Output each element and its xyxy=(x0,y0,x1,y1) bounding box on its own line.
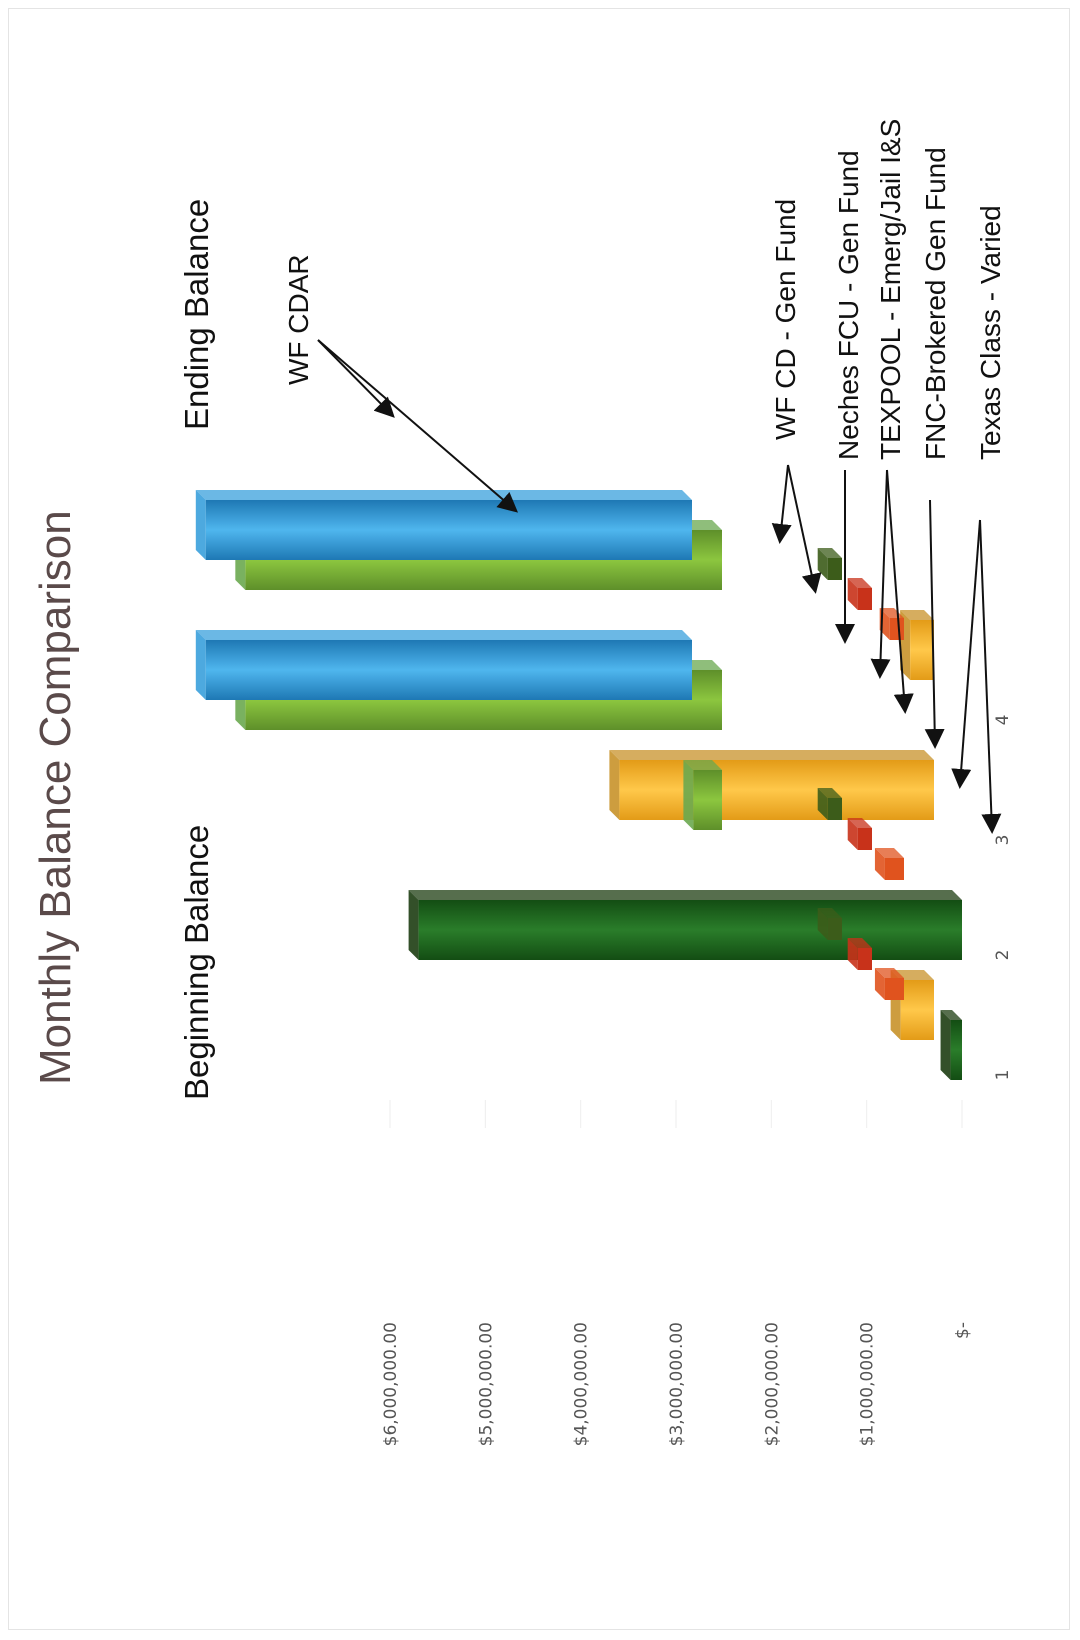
chart-title: Monthly Balance Comparison xyxy=(31,510,80,1085)
bar-top xyxy=(817,548,828,580)
y-tick-label: $3,000,000.00 xyxy=(667,1322,687,1446)
callout-neches: Neches FCU - Gen Fund xyxy=(833,150,864,460)
bar-front xyxy=(205,500,693,560)
bar-top xyxy=(195,490,206,560)
y-tick-label: $2,000,000.00 xyxy=(762,1322,782,1446)
bar xyxy=(408,890,963,960)
bar-front xyxy=(418,900,963,960)
bar-side xyxy=(940,1010,962,1020)
bar xyxy=(874,848,905,880)
bar xyxy=(817,908,843,940)
bar-side xyxy=(817,788,842,798)
bar-side xyxy=(195,630,692,640)
bar-front xyxy=(857,588,873,610)
bar xyxy=(900,610,935,680)
group-label-ending: Ending Balance xyxy=(178,199,215,430)
callout-texas-class: Texas Class - Varied xyxy=(975,205,1006,460)
bar-top xyxy=(683,760,694,830)
arrow-texpool-2 xyxy=(886,469,914,714)
bar-front xyxy=(693,770,723,830)
bar-side xyxy=(847,818,872,828)
bar-side xyxy=(874,848,904,858)
bars xyxy=(195,490,963,1080)
bar xyxy=(195,630,693,700)
bar-front xyxy=(827,558,843,580)
group-label-beginning: Beginning Balance xyxy=(178,825,215,1100)
bar-front xyxy=(857,828,873,850)
bar-side xyxy=(900,610,934,620)
bar-side xyxy=(683,760,722,770)
bar-front xyxy=(884,978,905,1000)
bar-top xyxy=(817,908,828,940)
bar-top xyxy=(408,890,419,960)
bar-top xyxy=(847,818,858,850)
arrow-wf-cd-2 xyxy=(787,464,822,594)
bar xyxy=(683,760,723,830)
bar-side xyxy=(817,548,842,558)
bar-front xyxy=(950,1020,962,1080)
bar-top xyxy=(847,938,858,970)
bar-front xyxy=(619,760,935,820)
bar xyxy=(874,968,905,1000)
bar-top xyxy=(847,578,858,610)
bar-front xyxy=(205,640,693,700)
y-tick-label: $1,000,000.00 xyxy=(858,1322,878,1446)
callout-wf-cd: WF CD - Gen Fund xyxy=(770,199,801,440)
bar xyxy=(195,490,693,560)
bar xyxy=(847,938,873,970)
bar-side xyxy=(408,890,962,900)
bar-side xyxy=(609,750,934,760)
x-tick-label: 3 xyxy=(993,835,1013,846)
bar-front xyxy=(889,618,905,640)
bar-front xyxy=(900,980,935,1040)
bar-top xyxy=(874,968,885,1000)
bar-front xyxy=(827,918,843,940)
callout-texpool: TEXPOOL - Emerg/Jail I&S xyxy=(875,119,906,460)
gridlines xyxy=(389,1100,963,1128)
bar-top xyxy=(817,788,828,820)
arrow-texas-2 xyxy=(979,519,1002,834)
arrow-texpool-1 xyxy=(870,469,891,679)
bar-side xyxy=(847,938,872,948)
callout-fnc: FNC-Brokered Gen Fund xyxy=(920,147,951,460)
callout-wf-cdar: WF CDAR xyxy=(283,254,314,385)
bar-top xyxy=(874,848,885,880)
bar xyxy=(817,548,843,580)
bar-side xyxy=(874,968,904,978)
callout-arrows xyxy=(317,339,1002,834)
bar-top xyxy=(195,630,206,700)
x-tick-label: 4 xyxy=(993,715,1013,726)
arrow-wf-cdar-2 xyxy=(317,339,519,513)
x-tick-label: 1 xyxy=(993,1070,1013,1081)
bar-front xyxy=(857,948,873,970)
bar-side xyxy=(195,490,692,500)
y-tick-label: $6,000,000.00 xyxy=(381,1322,401,1446)
bar-front xyxy=(910,620,935,680)
bar xyxy=(847,578,873,610)
bar xyxy=(609,750,935,820)
bar-top xyxy=(940,1010,951,1080)
arrow-wf-cdar-1 xyxy=(317,339,395,418)
bar-side xyxy=(847,578,872,588)
bar-top xyxy=(609,750,620,820)
bar xyxy=(817,788,843,820)
bar xyxy=(940,1010,962,1080)
y-tick-label: $- xyxy=(953,1322,973,1339)
arrow-texas-1 xyxy=(951,519,981,789)
arrow-wf-cd-1 xyxy=(771,464,792,544)
x-axis: 1 2 3 4 xyxy=(993,715,1013,1081)
bar-side xyxy=(817,908,842,918)
y-tick-label: $5,000,000.00 xyxy=(476,1322,496,1446)
y-tick-label: $4,000,000.00 xyxy=(572,1322,592,1446)
bar-front xyxy=(884,858,905,880)
y-axis: $- $1,000,000.00 $2,000,000.00 $3,000,000.0… xyxy=(381,1322,973,1446)
x-tick-label: 2 xyxy=(993,950,1013,961)
bar xyxy=(847,818,873,850)
bar-front xyxy=(827,798,843,820)
arrow-fnc xyxy=(924,499,945,749)
